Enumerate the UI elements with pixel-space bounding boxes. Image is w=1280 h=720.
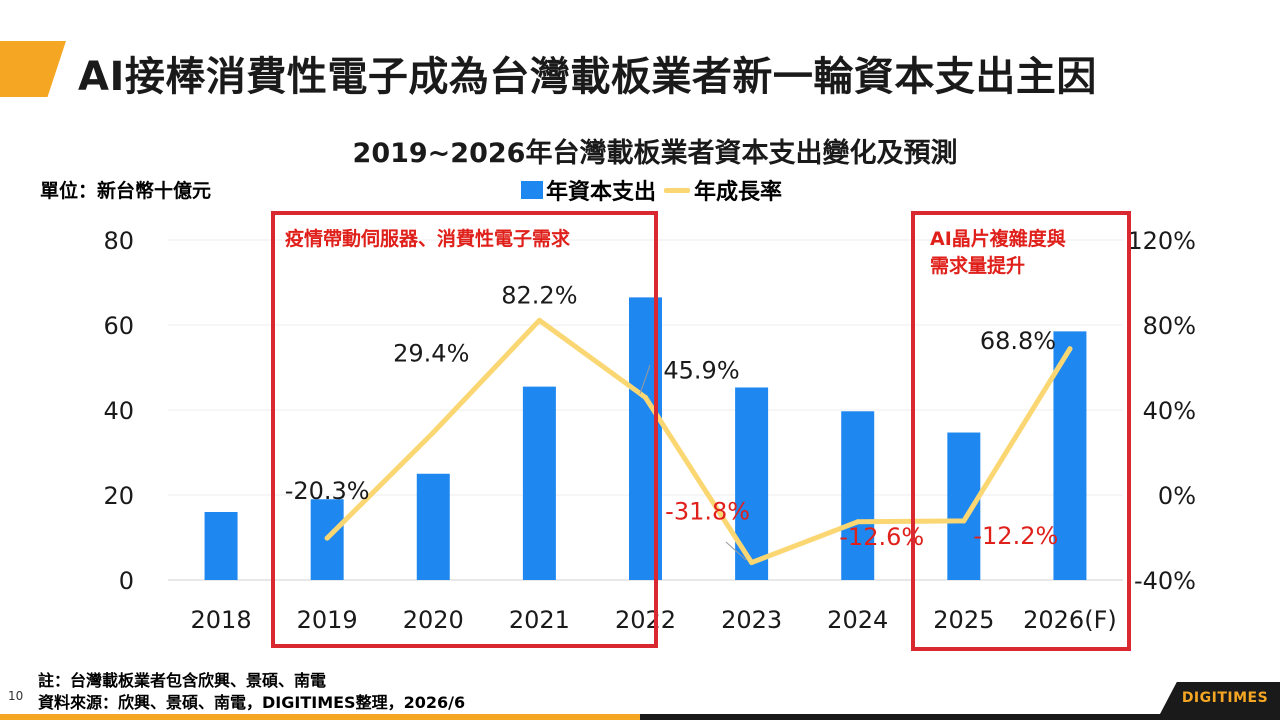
x-tick-label: 2026(F) — [1023, 606, 1117, 634]
growth-data-label: -12.2% — [973, 522, 1058, 550]
bar-capex — [1053, 331, 1087, 580]
growth-data-label: -31.8% — [665, 498, 750, 526]
bottom-bar-orange — [0, 714, 640, 720]
footnote-note: 註：台灣載板業者包含欣興、景碩、南電 — [38, 671, 327, 690]
bar-capex — [735, 387, 769, 580]
x-tick-label: 2025 — [933, 606, 994, 634]
growth-data-label: -20.3% — [285, 477, 370, 505]
y-right-tick-label: 120% — [1127, 227, 1196, 255]
unit-label: 單位：新台幣十億元 — [40, 180, 212, 202]
line-point — [855, 519, 861, 525]
y-left-tick-label: 0 — [119, 567, 134, 595]
bar-capex — [841, 411, 875, 580]
growth-data-label: -12.6% — [839, 523, 924, 551]
chart-legend: 年資本支出 年成長率 — [521, 175, 790, 205]
legend-label-capex: 年資本支出 — [546, 180, 657, 205]
growth-data-label: 68.8% — [980, 327, 1056, 355]
annotation-text: AI晶片複雜度與 — [930, 227, 1066, 250]
line-point — [749, 560, 755, 566]
x-tick-label: 2024 — [827, 606, 888, 634]
page-title: AI接棒消費性電子成為台灣載板業者新一輪資本支出主因 — [78, 54, 1097, 100]
footnote-source: 資料來源：欣興、景碩、南電，DIGITIMES整理，2026/6 — [38, 693, 466, 712]
bottom-bar-dark — [640, 714, 1280, 720]
growth-data-label: 45.9% — [663, 356, 739, 384]
y-right-tick-label: 40% — [1143, 397, 1196, 425]
line-point — [961, 518, 967, 524]
legend-swatch-line — [664, 187, 691, 193]
page-number: 10 — [8, 689, 24, 703]
legend-item-growth: 年成長率 — [664, 174, 782, 206]
x-tick-label: 2022 — [615, 606, 676, 634]
annotation-box — [271, 211, 658, 648]
label-leader-line — [725, 541, 747, 561]
y-right-tick-label: 80% — [1143, 312, 1196, 340]
line-point — [643, 394, 648, 400]
chart-title: 2019~2026年台灣載板業者資本支出變化及預測 — [352, 138, 958, 169]
legend-swatch-bar — [521, 181, 543, 199]
x-tick-label: 2021 — [509, 606, 570, 634]
x-tick-label: 2020 — [403, 606, 464, 634]
legend-item-capex: 年資本支出 — [521, 174, 656, 206]
bar-capex — [522, 386, 556, 580]
growth-data-label: 82.2% — [501, 281, 577, 309]
line-growth-rate — [324, 317, 1073, 566]
bar-capex — [416, 473, 450, 580]
legend-label-growth: 年成長率 — [694, 180, 783, 205]
y-left-tick-label: 80 — [103, 227, 134, 255]
annotation-text: 需求量提升 — [930, 254, 1025, 277]
y-left-tick-label: 60 — [103, 312, 134, 340]
line-point — [430, 430, 436, 436]
label-leader-line — [639, 364, 651, 395]
growth-data-label: 29.4% — [393, 340, 469, 368]
bar-capex — [204, 512, 238, 580]
y-right-tick-label: 0% — [1158, 482, 1196, 510]
y-left-tick-label: 40 — [103, 397, 134, 425]
x-tick-label: 2018 — [191, 606, 252, 634]
line-point — [324, 535, 330, 541]
y-right-tick-label: -40% — [1134, 567, 1196, 595]
line-point — [1067, 346, 1073, 352]
y-left-tick-label: 20 — [103, 482, 134, 510]
digitimes-logo: DIGITIMES — [1160, 682, 1280, 714]
line-point — [536, 317, 542, 323]
annotation-text: 疫情帶動伺服器、消費性電子需求 — [285, 227, 571, 250]
x-tick-label: 2023 — [721, 606, 782, 634]
x-tick-label: 2019 — [297, 606, 358, 634]
annotation-box — [911, 211, 1131, 651]
